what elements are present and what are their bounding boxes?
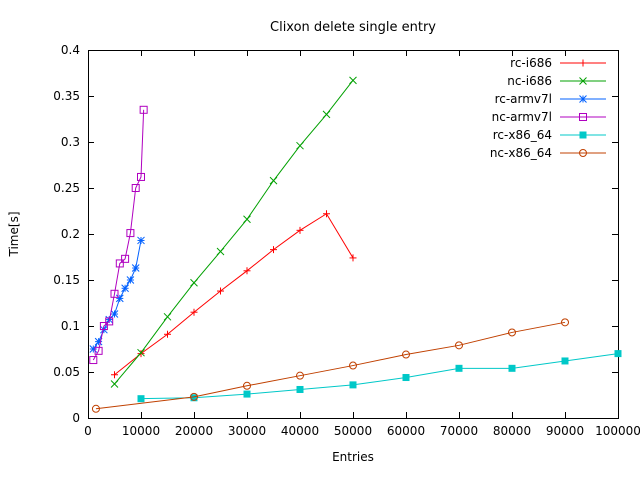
x-tick-label: 80000 bbox=[493, 424, 531, 438]
legend-label: rc-armv7l bbox=[495, 92, 552, 106]
legend-item-rc-x86_64: rc-x86_64 bbox=[493, 128, 606, 142]
series-line bbox=[92, 240, 142, 350]
y-tick-label: 0.2 bbox=[61, 227, 80, 241]
x-tick-label: 50000 bbox=[334, 424, 372, 438]
x-tick-label: 90000 bbox=[546, 424, 584, 438]
series-nc-i686 bbox=[110, 76, 357, 388]
x-tick-label: 10000 bbox=[122, 424, 160, 438]
x-tick-label: 20000 bbox=[175, 424, 213, 438]
tick-labels: 0 10000 20000 30000 40000 50000 60000 70000 8000… bbox=[53, 43, 640, 438]
series-nc-x86_64 bbox=[91, 318, 569, 413]
y-tick-label: 0.1 bbox=[61, 319, 80, 333]
legend-item-rc-armv7l: rc-armv7l bbox=[495, 92, 606, 106]
legend-label: nc-armv7l bbox=[492, 110, 552, 124]
legend-item-nc-x86_64: nc-x86_64 bbox=[490, 146, 606, 160]
series-line bbox=[95, 321, 566, 410]
y-axis-label: Time[s] bbox=[7, 212, 21, 258]
legend-label: nc-i686 bbox=[507, 74, 552, 88]
x-tick-label: 0 bbox=[84, 424, 92, 438]
x-tick-label: 70000 bbox=[440, 424, 478, 438]
x-tick-label: 100000 bbox=[595, 424, 640, 438]
legend-item-nc-i686: nc-i686 bbox=[507, 74, 606, 88]
tick-marks bbox=[88, 50, 619, 419]
x-tick-label: 60000 bbox=[387, 424, 425, 438]
y-tick-label: 0.3 bbox=[61, 135, 80, 149]
series-line bbox=[114, 80, 354, 385]
legend-label: rc-x86_64 bbox=[493, 128, 552, 142]
y-tick-label: 0 bbox=[72, 411, 80, 425]
chart-title: Clixon delete single entry bbox=[270, 20, 436, 35]
series-rc-x86_64 bbox=[137, 350, 622, 403]
legend-item-nc-armv7l: nc-armv7l bbox=[492, 110, 606, 124]
series-rc-armv7l bbox=[89, 236, 145, 353]
legend-item-rc-i686: rc-i686 bbox=[510, 56, 606, 70]
series-line bbox=[140, 353, 619, 400]
x-axis-label: Entries bbox=[332, 450, 374, 464]
y-tick-label: 0.35 bbox=[53, 89, 80, 103]
series-nc-armv7l bbox=[89, 105, 148, 365]
x-tick-label: 40000 bbox=[281, 424, 319, 438]
series-rc-i686 bbox=[111, 210, 357, 379]
legend: rc-i686 nc-i686 rc-armv7l nc-armv7l rc-x86_6… bbox=[490, 56, 606, 160]
y-tick-label: 0.15 bbox=[53, 273, 80, 287]
y-tick-label: 0.4 bbox=[61, 43, 80, 57]
y-tick-label: 0.25 bbox=[53, 181, 80, 195]
series-line bbox=[114, 213, 354, 376]
x-tick-label: 30000 bbox=[228, 424, 266, 438]
legend-label: nc-x86_64 bbox=[490, 146, 552, 160]
y-tick-label: 0.05 bbox=[53, 365, 80, 379]
legend-label: rc-i686 bbox=[510, 56, 552, 70]
